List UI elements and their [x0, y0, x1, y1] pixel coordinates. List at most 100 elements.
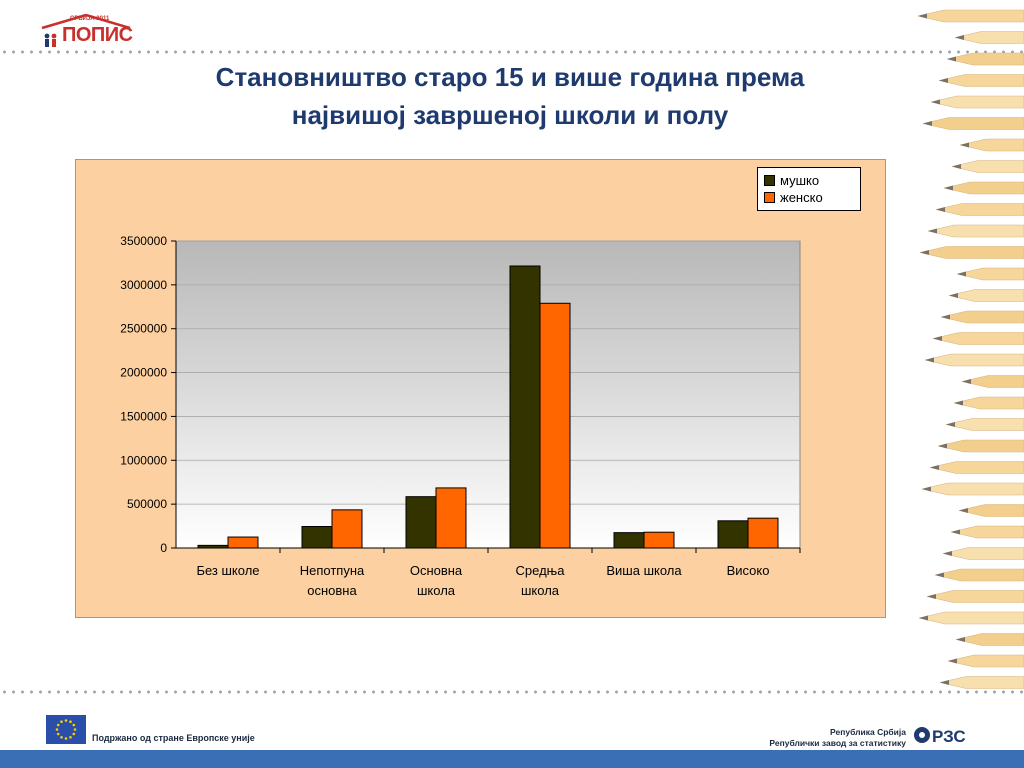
pencil-shape — [956, 267, 1024, 281]
pencil-shape — [955, 633, 1024, 646]
bar-male — [613, 532, 645, 549]
legend-swatch-female — [764, 192, 775, 203]
pencil-shape — [940, 310, 1024, 324]
institution-line1: Република Србија — [830, 727, 906, 737]
bar-male — [717, 520, 749, 549]
pencil-shape — [921, 482, 1024, 496]
y-tick-label: 500000 — [127, 497, 167, 511]
bar-female — [331, 509, 363, 549]
legend-item-male: мушко — [764, 172, 860, 189]
eu-star — [69, 735, 72, 739]
eu-star — [56, 732, 60, 736]
eu-star — [73, 728, 77, 731]
bar-chart: 0 500000 1000000 1500000 2000000 2500000 30000… — [120, 234, 801, 598]
bar-female — [435, 487, 467, 549]
x-category-label: Виша школа — [606, 563, 682, 578]
eu-star — [64, 719, 68, 722]
pencils-decoration — [917, 9, 1024, 689]
rzs-logo: РЗС — [912, 724, 982, 751]
x-category-label: Без школе — [196, 563, 259, 578]
bar-female — [643, 531, 675, 549]
chart-legend: мушко женско — [757, 167, 861, 211]
eu-star — [72, 732, 76, 736]
pencil-shape — [946, 52, 1024, 66]
pencil-shape — [917, 9, 1024, 23]
x-category-label: Основна — [410, 563, 463, 578]
x-category-label: основна — [307, 583, 357, 598]
pencil-shape — [961, 375, 1024, 388]
bar-female — [747, 517, 779, 549]
bar-female — [227, 536, 259, 549]
x-category-label: Средња — [516, 563, 566, 578]
pencil-shape — [954, 31, 1024, 44]
eu-star — [60, 735, 63, 739]
y-tick-label: 2000000 — [120, 366, 167, 380]
legend-label-female: женско — [780, 190, 823, 205]
pencil-shape — [932, 332, 1024, 345]
rzs-logo-text: РЗС — [932, 727, 966, 746]
pencil-shape — [951, 160, 1024, 173]
pencil-shape — [934, 568, 1024, 582]
eu-star — [69, 720, 72, 724]
pencil-shape — [937, 439, 1024, 453]
pencil-shape — [942, 547, 1024, 560]
bar-male — [301, 526, 333, 549]
pencil-shape — [919, 246, 1024, 259]
pencil-shape — [929, 461, 1024, 474]
eu-flag-icon — [46, 715, 86, 744]
pencil-shape — [927, 224, 1024, 238]
popis-logo: СРБИЈА 2011 ПОПИС — [40, 14, 133, 50]
plot-area — [175, 240, 801, 549]
bar-male — [405, 496, 437, 549]
pencil-shape — [958, 504, 1024, 517]
bar-male — [197, 544, 229, 549]
pencil-shape — [924, 353, 1024, 367]
pencil-shape — [939, 676, 1024, 689]
pencil-shape — [945, 418, 1024, 431]
y-tick-label: 3500000 — [120, 234, 167, 248]
pencil-shape — [953, 396, 1024, 410]
x-category-label: Високо — [727, 563, 770, 578]
chart-area: 0 500000 1000000 1500000 2000000 2500000 30000… — [75, 159, 886, 618]
legend-label-male: мушко — [780, 173, 820, 188]
pencil-shape — [947, 654, 1024, 668]
slide-title-line2: највишој завршеној школи и полу — [291, 100, 729, 130]
pencil-shape — [935, 203, 1024, 216]
x-category-label: Непотпуна — [300, 563, 365, 578]
rzs-logo-icon: РЗС — [914, 727, 966, 746]
pencil-shape — [959, 138, 1024, 152]
eu-star — [56, 723, 60, 727]
legend-swatch-male — [764, 175, 775, 186]
institution-name: Република Србија Републички завод за ста… — [769, 727, 906, 749]
eu-support-text: Подржано од стране Европске уније — [92, 733, 255, 743]
eu-star — [72, 723, 76, 727]
bottom-dotted-divider — [0, 690, 1024, 694]
footer-band — [0, 750, 1024, 768]
top-dotted-divider — [0, 50, 1024, 54]
y-tick-label: 2500000 — [120, 322, 167, 336]
pencil-shape — [918, 611, 1024, 625]
x-category-label: школа — [417, 583, 456, 598]
eu-star — [64, 737, 68, 740]
slide-title: Становништво старо 15 и више година прем… — [150, 58, 870, 134]
y-tick-label: 1000000 — [120, 453, 167, 467]
y-tick-label: 0 — [160, 541, 167, 555]
pencil-shape — [938, 74, 1024, 87]
pencil-shape — [922, 117, 1024, 130]
bar-female — [539, 302, 571, 549]
y-tick-label: 3000000 — [120, 278, 167, 292]
legend-item-female: женско — [764, 189, 860, 206]
eu-star — [60, 720, 63, 724]
logo-word: ПОПИС — [62, 24, 133, 46]
bar-male — [509, 265, 541, 549]
pencil-shape — [948, 289, 1024, 302]
pencil-shape — [926, 590, 1024, 603]
institution-line2: Републички завод за статистику — [769, 738, 906, 748]
house-roof-icon — [41, 14, 131, 47]
eu-star — [55, 728, 59, 731]
x-category-label: школа — [521, 583, 560, 598]
pencil-shape — [950, 525, 1024, 539]
y-tick-label: 1500000 — [120, 409, 167, 423]
slide-title-line1: Становништво старо 15 и више година прем… — [215, 62, 805, 92]
pencil-shape — [930, 95, 1024, 109]
